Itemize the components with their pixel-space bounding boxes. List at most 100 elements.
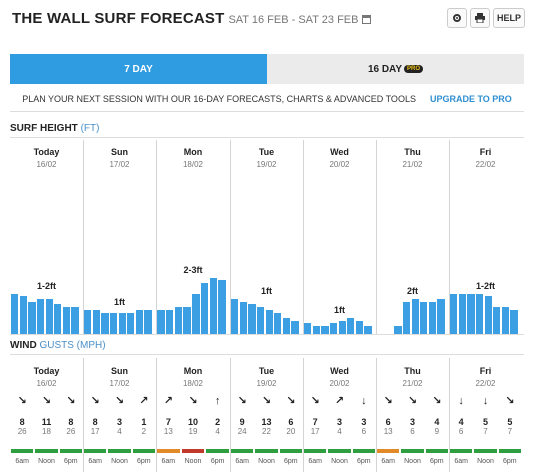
surf-bar [402,302,411,334]
wind-rating-bar [11,449,34,453]
wind-rating-bar [35,449,58,453]
print-button[interactable] [470,8,490,28]
surf-bar [218,280,226,334]
surf-bar [501,307,510,334]
surf-bar [127,313,135,334]
tab-7-day[interactable]: 7 DAY [10,54,267,84]
wind-rating-bar [231,449,254,453]
wind-speed: 7 [165,417,171,427]
wind-gust: 17 [90,427,100,436]
day-name: Thu [404,147,421,157]
tab-16-day[interactable]: 16 DAY PRO [267,54,524,84]
page-header: THE WALL SURF FORECAST SAT 16 FEB - SAT 2… [12,8,527,30]
day-separator [83,358,84,472]
time-label: 6pm [503,458,517,465]
surf-bar [364,326,372,334]
day-date: 18/02 [182,379,204,388]
wind-cell: ↘ 4 9 [426,395,448,437]
day-name: Wed [330,366,349,376]
wind-cell: ↘ 8 26 [11,395,33,437]
time-label: Noon [184,458,202,465]
page-title: THE WALL SURF FORECAST SAT 16 FEB - SAT 2… [12,10,372,27]
wind-direction-icon: ↘ [17,395,27,407]
wind-cell: ↘ 8 17 [84,396,106,437]
wind-rating-bar [279,449,302,453]
range-tabs: 7 DAY 16 DAY PRO [10,54,524,84]
wind-gust: 6 [458,427,464,436]
wind-speed: 8 [68,417,74,427]
surf-bar [484,296,492,334]
wind-speed: 2 [215,417,221,427]
surf-bar [192,294,200,334]
day-header: Thu 21/02 [376,147,449,169]
wind-speed: 3 [409,417,415,427]
surf-bar [256,307,265,334]
surf-bar [291,321,299,334]
day-date: 17/02 [109,160,130,169]
wind-gust: 26 [66,427,76,436]
time-label: Noon [111,458,128,465]
wind-gust: 20 [286,427,296,436]
surf-height-label: 1ft [114,297,125,307]
wind-rating-bar [328,449,351,453]
settings-button[interactable] [447,8,467,28]
day-date: 17/02 [109,379,130,388]
wind-speed: 3 [361,417,367,427]
day-separator [303,358,304,472]
wind-divider [10,354,524,355]
wind-direction-icon: ↘ [261,395,272,407]
wind-cell: ↗ 1 2 [133,396,155,437]
promo-text: PLAN YOUR NEXT SESSION WITH OUR 16-DAY F… [22,94,416,104]
wind-rating-bar [206,449,229,453]
wind-rating-bar [304,449,327,453]
surf-bar [71,307,79,334]
promo-banner: PLAN YOUR NEXT SESSION WITH OUR 16-DAY F… [10,94,524,104]
surf-height-label: 1-2ft [475,281,495,291]
calendar-icon[interactable] [362,15,372,24]
wind-cell: ↘ 6 20 [280,396,302,437]
wind-gusts-unit: GUSTS (MPH) [39,340,106,351]
surf-bar [510,310,518,334]
wind-rating-bar [352,449,375,453]
upgrade-link[interactable]: UPGRADE TO PRO [429,94,512,104]
day-header: Mon 18/02 [156,366,230,388]
wind-direction-icon: ↘ [407,395,418,407]
wind-speed: 11 [41,417,52,427]
wind-cell: ↘ 9 24 [231,396,253,437]
date-range: SAT 16 FEB - SAT 23 FEB [228,14,359,26]
surf-bar [450,294,458,334]
wind-direction-icon: ↓ [482,395,489,407]
surf-bar [28,302,36,334]
wind-direction-icon: ↗ [334,395,345,407]
wind-cell: ↘ 13 22 [256,395,278,437]
surf-bar [135,310,144,334]
wind-gust: 17 [310,427,320,436]
surf-bar [209,278,217,334]
wind-rating-bar [450,449,473,453]
wind-direction-icon: ↘ [432,395,442,407]
day-separator [230,140,231,334]
time-label: Noon [258,458,275,465]
wind-gust: 19 [188,427,198,436]
day-name: Wed [330,147,349,157]
surf-height-label: 1ft [261,286,272,296]
wind-rating-bar [255,449,278,453]
day-header: Tue 19/02 [230,147,303,169]
time-label: 6pm [64,458,78,465]
surf-bar [165,310,174,334]
day-header: Tue 19/02 [230,366,303,388]
day-header: Today 16/02 [10,147,83,169]
wind-gust: 4 [337,427,342,436]
surf-bar [183,307,191,334]
day-date: 20/02 [329,379,350,388]
wind-direction-icon: ↓ [361,395,367,407]
wind-direction-icon: ↘ [188,395,198,407]
day-name: Mon [183,366,203,376]
surf-bar [92,310,100,334]
surf-bar [304,323,312,334]
help-button[interactable]: HELP [493,8,525,28]
surf-bar [420,302,428,334]
surf-bar [248,304,256,334]
time-label: Noon [404,458,421,465]
wind-gust: 7 [483,427,488,436]
